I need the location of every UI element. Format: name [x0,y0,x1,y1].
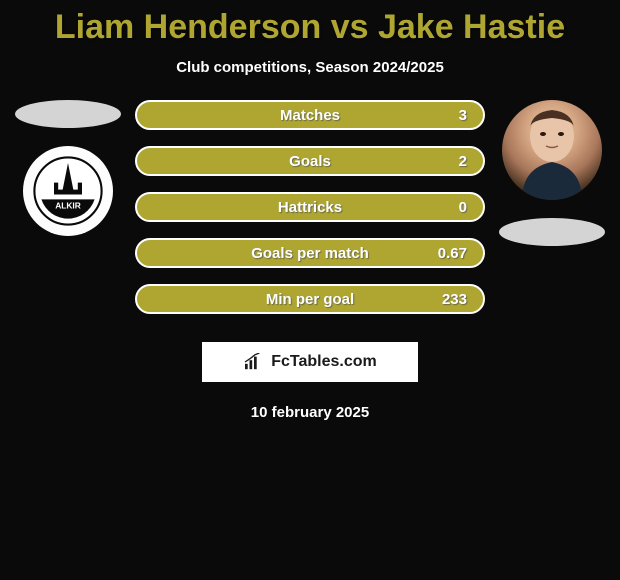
stat-bar-mpg: Min per goal 233 [135,284,485,314]
brand-footer[interactable]: FcTables.com [202,342,418,382]
left-column: ALKIR [13,100,123,236]
right-player-photo [502,100,602,200]
stat-value: 233 [442,291,467,308]
stat-label: Goals [289,153,331,170]
svg-text:ALKIR: ALKIR [55,201,81,211]
stat-label: Matches [280,107,340,124]
stat-bar-goals: Goals 2 [135,146,485,176]
subtitle: Club competitions, Season 2024/2025 [0,59,620,76]
right-ellipse-placeholder [499,218,605,246]
page-title: Liam Henderson vs Jake Hastie [0,8,620,47]
left-club-badge: ALKIR [23,146,113,236]
stat-value: 0.67 [438,245,467,262]
date-line: 10 february 2025 [0,404,620,421]
stat-bar-hattricks: Hattricks 0 [135,192,485,222]
club-crest-icon: ALKIR [33,156,103,226]
bar-chart-icon [243,353,265,371]
stat-value: 3 [459,107,467,124]
main-row: ALKIR Matches 3 Goals 2 Hattricks 0 [0,100,620,314]
comparison-card: Liam Henderson vs Jake Hastie Club compe… [0,0,620,421]
stat-label: Goals per match [251,245,369,262]
brand-text: FcTables.com [271,353,377,371]
stat-value: 2 [459,153,467,170]
stat-value: 0 [459,199,467,216]
stats-column: Matches 3 Goals 2 Hattricks 0 Goals per … [135,100,485,314]
player-silhouette-icon [502,100,602,200]
left-avatar-placeholder [15,100,121,128]
stat-bar-matches: Matches 3 [135,100,485,130]
stat-label: Hattricks [278,199,342,216]
stat-bar-gpm: Goals per match 0.67 [135,238,485,268]
right-column [497,100,607,246]
stat-label: Min per goal [266,291,354,308]
